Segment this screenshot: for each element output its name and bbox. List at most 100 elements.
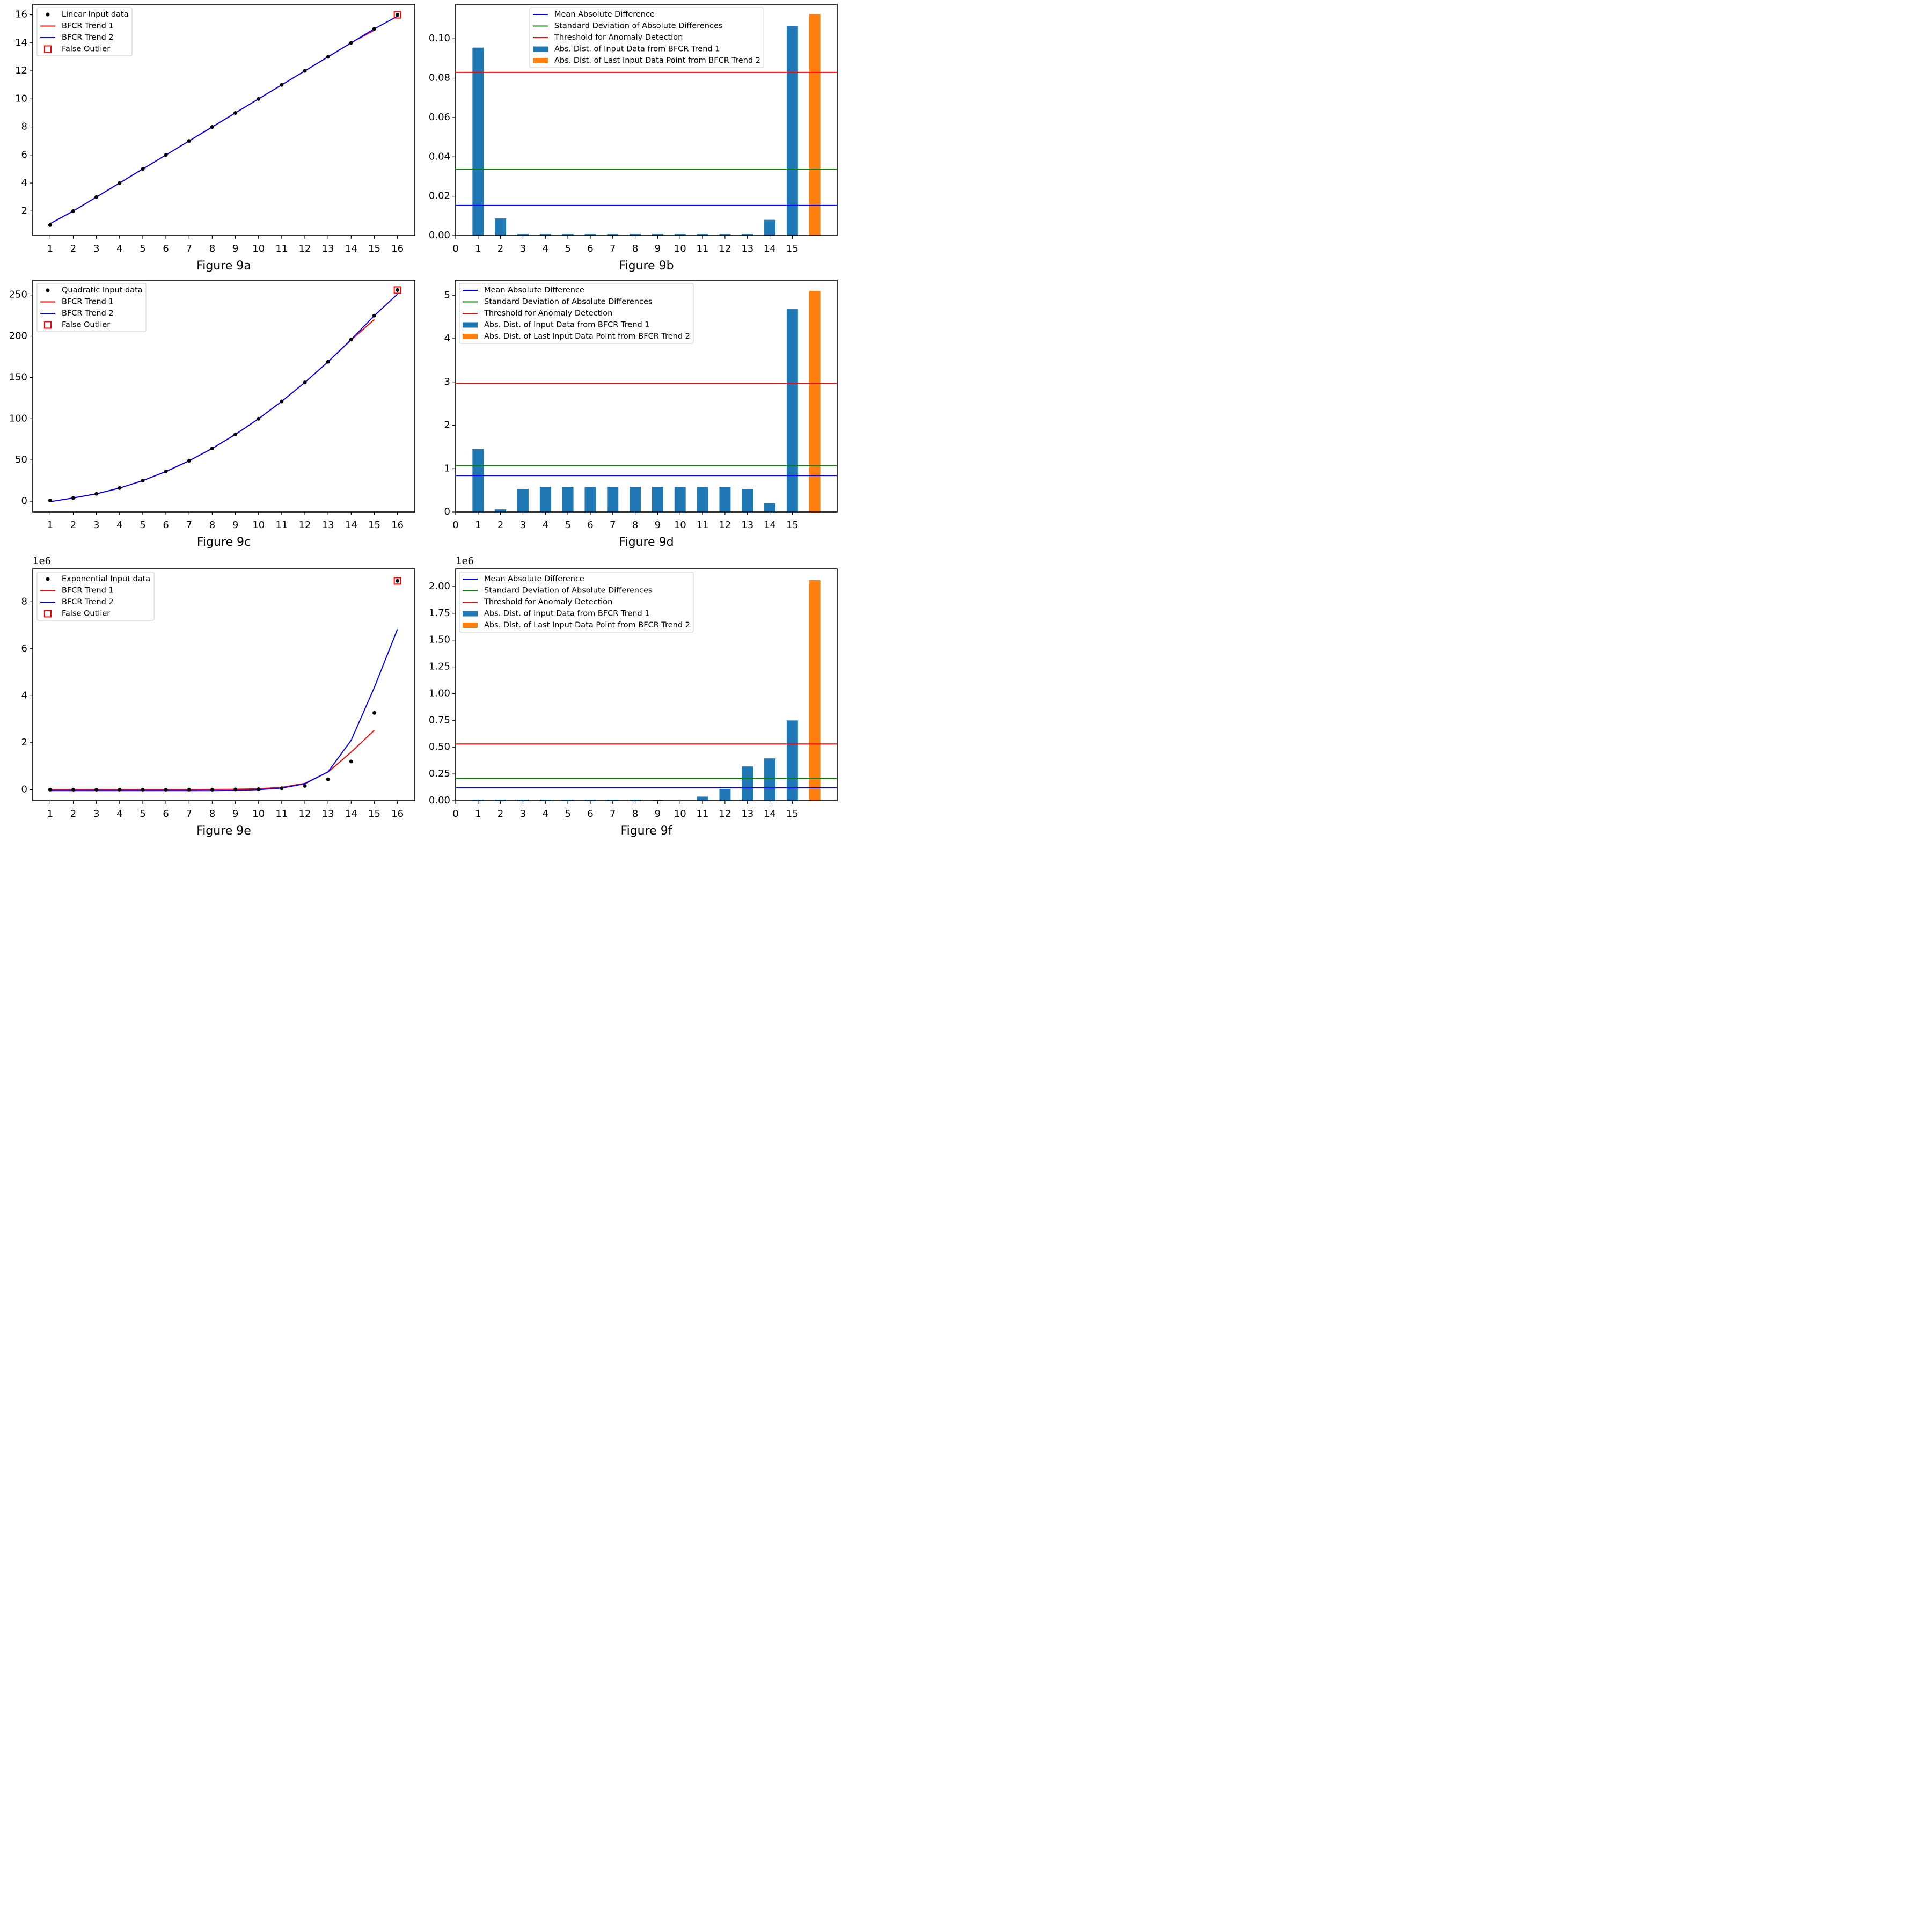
- x-tick-label: 8: [209, 519, 215, 531]
- abs-dist-bar: [517, 489, 529, 512]
- legend-label: Abs. Dist. of Input Data from BFCR Trend…: [484, 321, 650, 330]
- y-tick-label: 16: [15, 9, 27, 20]
- x-tick-label: 3: [93, 808, 99, 819]
- x-tick-label: 5: [140, 808, 145, 819]
- bfcr-trend-2-line: [50, 629, 398, 792]
- y-tick-label: 1.00: [429, 687, 450, 699]
- panel-9b: 0 1 2 3 4 5 6 7 8 9 10 11 12 13 14 150.000.020.040.060.…: [429, 4, 838, 273]
- input-data-point: [48, 787, 52, 792]
- y-tick-label: 4: [21, 177, 27, 188]
- input-data-point: [71, 496, 76, 500]
- x-tick-label: 1: [47, 519, 53, 531]
- x-tick-label: 11: [275, 243, 288, 254]
- abs-dist-bar: [786, 26, 798, 236]
- y-tick-label: 0: [21, 495, 27, 507]
- y-tick-label: 6: [21, 149, 27, 160]
- input-data-point: [141, 479, 145, 483]
- y-tick-label: 0.02: [429, 191, 450, 202]
- x-tick-label: 11: [275, 808, 288, 819]
- x-tick-label: 6: [163, 808, 169, 819]
- x-tick-label: 4: [116, 808, 122, 819]
- legend-label: Quadratic Input data: [62, 286, 143, 295]
- input-data-point: [303, 784, 307, 788]
- input-data-point: [118, 787, 122, 792]
- figure-caption: Figure 9a: [196, 259, 251, 273]
- x-tick-label: 9: [655, 519, 661, 531]
- abs-dist-bar: [630, 234, 641, 236]
- x-tick-label: 9: [655, 243, 661, 254]
- axes-frame: [32, 4, 415, 236]
- x-tick-label: 15: [368, 808, 380, 819]
- legend-bar-marker: [463, 623, 478, 628]
- input-data-point: [141, 167, 145, 171]
- figure: 1 2 3 4 5 6 7 8 9 10 11 12 13 14 15 16246810121416Figur…: [9, 4, 838, 838]
- x-tick-label: 9: [232, 243, 238, 254]
- legend-label: Abs. Dist. of Input Data from BFCR Trend…: [554, 45, 720, 54]
- abs-dist-bar: [495, 800, 507, 801]
- false-outlier-marker: [393, 11, 401, 19]
- input-data-point: [71, 787, 76, 792]
- abs-dist-bar: [786, 309, 798, 512]
- input-data-point: [94, 787, 99, 792]
- bfcr-trend-2-line: [50, 294, 398, 502]
- x-tick-label: 15: [786, 808, 799, 819]
- input-data-point: [303, 380, 307, 385]
- input-data-point: [349, 338, 353, 342]
- x-tick-label: 15: [786, 243, 799, 254]
- input-data-point: [233, 432, 238, 436]
- abs-dist-bar: [562, 800, 574, 801]
- x-tick-label: 13: [741, 808, 753, 819]
- input-data-point: [71, 209, 76, 213]
- x-tick-label: 10: [252, 519, 265, 531]
- abs-dist-bar: [697, 796, 708, 801]
- input-data-point: [280, 786, 284, 791]
- x-tick-label: 1: [475, 808, 481, 819]
- input-data-point: [326, 777, 330, 781]
- y-tick-label: 0.75: [429, 714, 450, 726]
- legend-label: BFCR Trend 2: [62, 309, 114, 318]
- legend-label: BFCR Trend 1: [62, 587, 114, 595]
- input-data-point: [257, 416, 261, 421]
- x-tick-label: 2: [70, 243, 76, 254]
- x-tick-label: 6: [587, 243, 593, 254]
- input-data-point: [164, 153, 168, 157]
- abs-dist-bar: [495, 509, 507, 512]
- abs-dist-bar: [607, 800, 619, 801]
- abs-dist-bar: [764, 219, 775, 236]
- axes-frame: [455, 568, 838, 801]
- legend-label: Abs. Dist. of Last Input Data Point from…: [484, 332, 690, 341]
- x-tick-label: 11: [697, 243, 709, 254]
- abs-dist-bar: [630, 487, 641, 512]
- y-tick-label: 0.10: [429, 33, 450, 44]
- y-tick-label: 5: [444, 289, 450, 301]
- abs-dist-bar: [719, 789, 731, 801]
- legend-box: [459, 572, 694, 633]
- axis-offset-label: 1e6: [33, 555, 51, 567]
- abs-dist-bar: [742, 489, 753, 512]
- x-tick-label: 3: [93, 243, 99, 254]
- x-tick-label: 7: [186, 808, 192, 819]
- y-tick-label: 0.00: [429, 230, 450, 241]
- input-data-point: [233, 111, 238, 115]
- y-tick-label: 10: [15, 93, 27, 104]
- abs-dist-bar: [607, 487, 619, 512]
- last-point-bar: [809, 14, 821, 236]
- input-data-point: [187, 139, 191, 143]
- abs-dist-bar: [652, 487, 663, 512]
- abs-dist-bar: [674, 487, 686, 512]
- abs-dist-bar: [517, 800, 529, 801]
- x-tick-label: 4: [543, 808, 548, 819]
- input-data-point: [94, 492, 99, 496]
- legend-box: [36, 7, 133, 56]
- x-tick-label: 4: [543, 519, 548, 531]
- y-tick-label: 4: [444, 333, 450, 344]
- x-tick-label: 5: [140, 243, 145, 254]
- input-data-point: [210, 447, 214, 451]
- legend-box: [36, 283, 147, 332]
- legend-label: BFCR Trend 2: [62, 598, 114, 606]
- x-tick-label: 8: [632, 808, 638, 819]
- y-tick-label: 0.00: [429, 795, 450, 806]
- y-tick-label: 1.50: [429, 634, 450, 646]
- input-data-point: [326, 55, 330, 59]
